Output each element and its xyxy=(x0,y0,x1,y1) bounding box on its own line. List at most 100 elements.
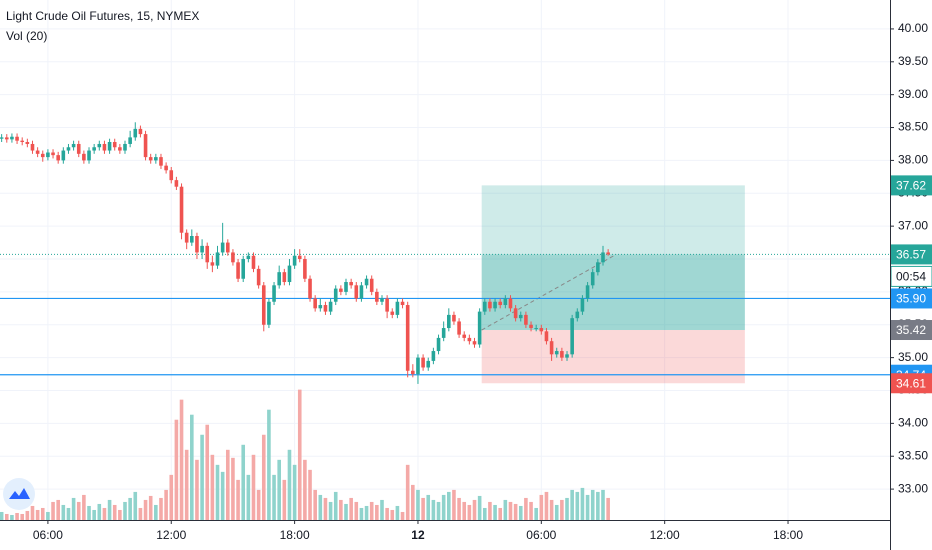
volume-bar xyxy=(118,509,122,520)
volume-bar xyxy=(241,444,246,520)
x-tick-label: 12:00 xyxy=(156,528,186,542)
volume-bar xyxy=(107,499,112,520)
candle-body xyxy=(71,143,76,148)
candle-body xyxy=(426,360,431,368)
volume-bar xyxy=(133,491,138,520)
candle-body xyxy=(82,153,86,161)
volume-bar xyxy=(328,501,333,520)
candle-body xyxy=(148,157,153,161)
candle-body xyxy=(580,298,585,312)
volume-bar xyxy=(225,449,230,520)
candle-body xyxy=(61,150,66,161)
candle-body xyxy=(364,278,369,286)
candle-body xyxy=(220,242,225,253)
candle-body xyxy=(277,272,281,286)
candle-body xyxy=(560,351,564,358)
candle-body xyxy=(441,328,446,338)
volume-bar xyxy=(15,512,19,520)
price-label-box xyxy=(891,373,932,394)
candle-body xyxy=(498,301,503,306)
candle-body xyxy=(205,245,210,263)
candle-body xyxy=(323,305,328,312)
candle-body xyxy=(297,255,302,260)
candle-body xyxy=(585,285,590,299)
volume-bar xyxy=(282,479,287,520)
candle-body xyxy=(292,255,297,266)
candle-body xyxy=(544,331,549,342)
candle-body xyxy=(225,242,230,253)
candle-body xyxy=(128,137,132,144)
countdown: 00:54 xyxy=(896,270,926,284)
candle-body xyxy=(575,311,580,319)
volume-bar xyxy=(518,505,523,520)
x-tick-label: 12 xyxy=(411,528,425,542)
candle-body xyxy=(10,136,14,140)
price-label: 35.42 xyxy=(896,323,926,337)
candle-body xyxy=(87,150,91,161)
volume-bar xyxy=(339,499,343,520)
candle-body xyxy=(267,301,271,325)
volume-bar xyxy=(462,501,467,520)
volume-bar xyxy=(488,501,492,520)
candle-body xyxy=(164,165,168,171)
volume-bar xyxy=(431,499,436,520)
candle-body xyxy=(210,262,215,266)
candle-body xyxy=(333,288,338,302)
price-label: 36.57 xyxy=(896,248,926,262)
candle-body xyxy=(4,137,9,140)
volume-bar xyxy=(190,414,194,520)
volume-bar xyxy=(380,499,384,520)
candle-body xyxy=(534,328,538,330)
candle-body xyxy=(549,341,554,355)
candle-body xyxy=(190,236,194,243)
candle-body xyxy=(133,128,138,138)
candle-body xyxy=(231,252,235,263)
volume-bar xyxy=(30,505,35,520)
volume-bar xyxy=(447,491,451,520)
y-tick-label: 38.00 xyxy=(898,153,928,167)
volume-bar xyxy=(318,494,323,520)
volume-pane xyxy=(0,389,610,520)
volume-bar xyxy=(92,509,96,520)
candle-body xyxy=(482,301,487,312)
candle-body xyxy=(524,314,528,325)
volume-bar xyxy=(375,504,379,520)
candle-body xyxy=(477,311,482,345)
candle-body xyxy=(159,157,163,166)
price-label: 37.62 xyxy=(896,179,926,193)
candle-body xyxy=(390,311,395,315)
volume-bar xyxy=(277,459,281,520)
candle-body xyxy=(606,252,610,255)
volume-bar xyxy=(416,489,420,520)
volume-bar xyxy=(580,487,585,520)
candle-body xyxy=(66,147,71,151)
volume-bar xyxy=(472,499,477,520)
y-tick-label: 38.50 xyxy=(898,120,928,134)
candle-body xyxy=(313,298,317,309)
candle-body xyxy=(138,128,143,135)
candle-body xyxy=(46,152,50,158)
volume-bar xyxy=(508,501,513,520)
volume-bar xyxy=(513,503,518,520)
volume-bar xyxy=(10,514,14,520)
volume-bar xyxy=(200,434,204,520)
candle-body xyxy=(241,259,246,279)
volume-bar xyxy=(82,494,86,520)
trade-path xyxy=(481,253,617,331)
candle-body xyxy=(411,370,415,375)
volume-bar xyxy=(390,509,395,520)
volume-bar xyxy=(40,507,45,520)
x-tick-label: 18:00 xyxy=(280,528,310,542)
volume-bar xyxy=(195,459,199,520)
candle-body xyxy=(200,245,204,253)
candle-body xyxy=(508,298,513,309)
candle-body xyxy=(405,305,410,371)
candle-body xyxy=(529,324,533,329)
chart-title: Light Crude Oil Futures, 15, NYMEX xyxy=(6,9,199,23)
candle-body xyxy=(472,341,477,345)
candle-body xyxy=(20,140,25,142)
candle-body xyxy=(287,265,292,283)
volume-bar xyxy=(220,471,225,520)
y-tick-label: 35.00 xyxy=(898,350,928,364)
